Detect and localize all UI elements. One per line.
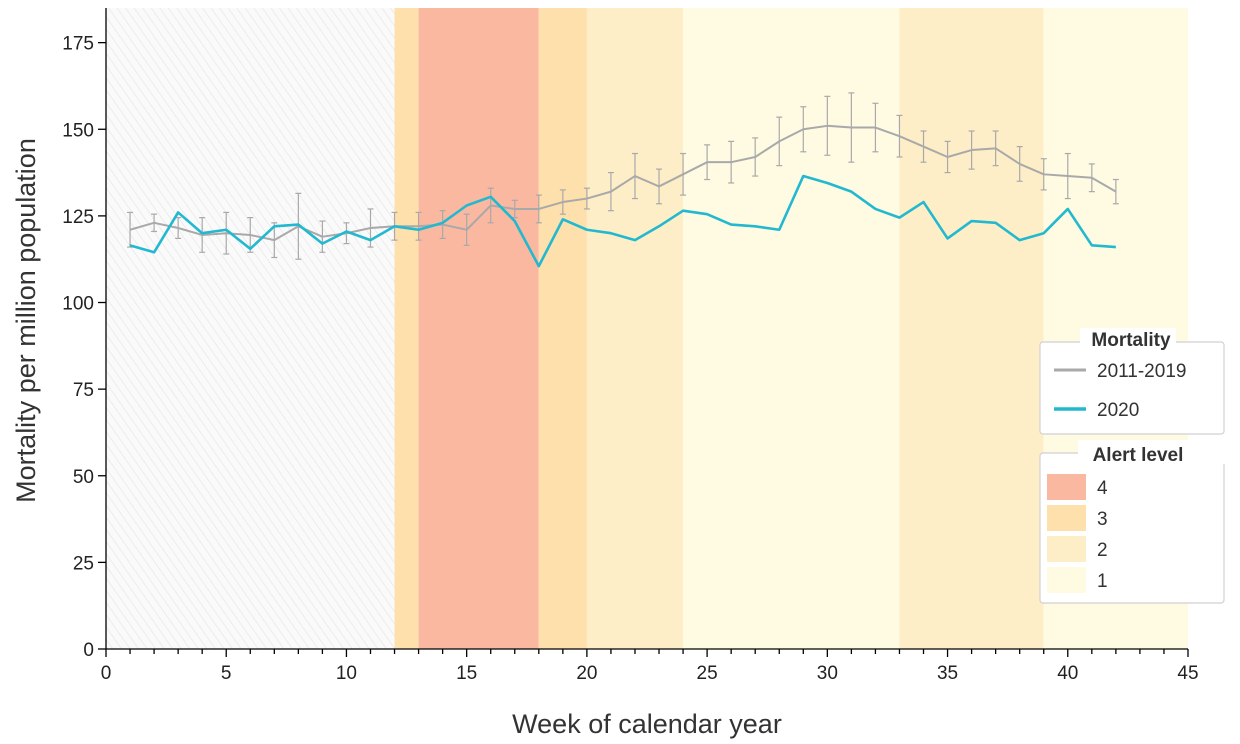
y-tick-label: 100: [62, 294, 94, 315]
y-axis-title: Mortality per million population: [11, 138, 41, 503]
x-tick-label: 35: [937, 663, 958, 684]
alert-band-level-2: [586, 8, 684, 649]
y-tick-label: 125: [62, 207, 94, 228]
plot-background: [106, 8, 395, 649]
alert-legend-items: 4 3 2 1: [1047, 474, 1108, 593]
series-line-2011-2019: [129, 124, 1117, 242]
legend-label-2011-2019: 2011-2019: [1097, 361, 1186, 382]
series-2011-2019: [127, 92, 1119, 260]
alert-band-level-3: [394, 8, 419, 649]
alert-band-level-4: [418, 8, 539, 649]
y-tick-label: 175: [62, 34, 94, 55]
y-tick-label: 75: [73, 380, 94, 401]
y-tick-label: 150: [62, 120, 94, 141]
x-tick-label: 20: [576, 663, 597, 684]
alert-legend-label-1: 1: [1097, 571, 1108, 592]
alert-band-level-2: [899, 8, 1044, 649]
mortality-legend-title: Mortality: [1091, 330, 1171, 351]
x-tick-label: 5: [221, 663, 232, 684]
y-tick-label: 0: [83, 640, 94, 661]
axes: 0 25 50 75 100 125 150 175 0 5 10 15 20 25 30 35 40 45: [62, 8, 1199, 684]
mortality-legend-title-bg: [1080, 328, 1176, 352]
x-tick-label: 10: [336, 663, 357, 684]
x-tick-label: 25: [697, 663, 718, 684]
alert-legend-swatch-4: [1047, 474, 1086, 500]
alert-legend-swatch-3: [1047, 505, 1086, 531]
series-line-2020: [129, 174, 1116, 268]
y-tick-label: 25: [73, 553, 94, 574]
alert-band-level-3: [538, 8, 587, 649]
alert-legend-label-2: 2: [1097, 540, 1108, 561]
alert-legend-label-4: 4: [1097, 478, 1108, 499]
x-tick-label: 15: [456, 663, 477, 684]
x-tick-label: 30: [817, 663, 838, 684]
alert-legend-title-bg: [1078, 440, 1226, 464]
x-tick-label: 45: [1177, 663, 1198, 684]
pre-alert-hatched-region: [106, 8, 395, 649]
x-axis-title: Week of calendar year: [512, 709, 782, 739]
y-tick-label: 50: [73, 467, 94, 488]
alert-legend-swatch-2: [1047, 536, 1086, 562]
legend: Mortality 2011-2019 2020 Alert level 4 3 2…: [1039, 328, 1226, 604]
x-tick-label: 0: [101, 663, 112, 684]
series-layer: [127, 92, 1119, 268]
alert-legend-title: Alert level: [1093, 445, 1184, 466]
alert-legend-label-3: 3: [1097, 509, 1108, 530]
alert-band-level-1: [683, 8, 900, 649]
series-2020: [129, 174, 1116, 268]
legend-label-2020: 2020: [1097, 400, 1139, 421]
alert-legend-swatch-1: [1047, 567, 1086, 593]
x-tick-label: 40: [1057, 663, 1078, 684]
alert-level-bands: [394, 8, 1188, 649]
